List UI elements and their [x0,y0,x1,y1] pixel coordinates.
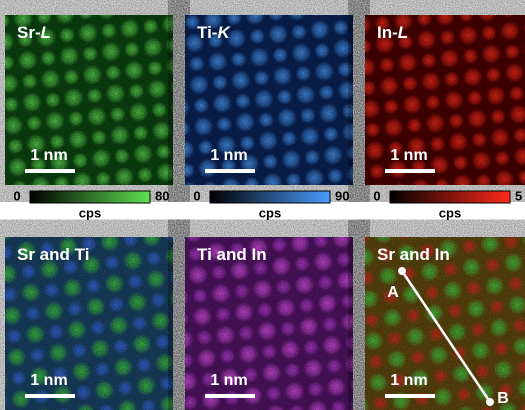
colorbar: 0 80 cps [13,188,169,220]
scale-bar-label: 1 nm [390,372,427,389]
scale-bar-label: 1 nm [210,147,247,164]
element-name: Ti and In [197,245,267,264]
colorbar-max: 80 [155,188,169,203]
map-panel: Sr-L 1 nm [5,15,173,185]
profile-end [486,398,494,406]
line-name: K [217,23,231,42]
colorbar-unit: cps [259,205,281,220]
scale-bar-label: 1 nm [30,147,67,164]
colorbar: 0 5 cps [373,188,522,220]
colorbar: 0 90 cps [193,188,349,220]
colorbar-unit: cps [439,205,461,220]
map-panel: Sr and In 1 nm A B [365,237,525,410]
scale-bar [385,394,435,398]
panel-label: Ti and In [197,245,267,264]
colorbar-min: 0 [13,188,20,203]
scale-bar [25,394,75,398]
colorbar-min: 0 [373,188,380,203]
scale-bar-label: 1 nm [210,372,247,389]
scale-bar [205,169,255,173]
scale-bar [385,169,435,173]
colorbar-min: 0 [193,188,200,203]
line-name: L [398,23,408,42]
panel-label: Sr-L [17,23,51,42]
map-panel: Ti and In 1 nm [185,237,353,410]
element-name: Sr and In [377,245,450,264]
colorbar-max: 90 [335,188,349,203]
profile-start-label: A [387,284,399,301]
colorbar-bar [210,191,330,203]
element-name: Sr- [17,23,41,42]
map-panel: Ti-K 1 nm [185,15,353,185]
panel-label: Sr and In [377,245,450,264]
panel-label: In-L [377,23,408,42]
map-panel: Sr and Ti 1 nm [5,237,173,410]
element-name: Ti- [197,23,217,42]
profile-end [398,267,406,275]
scale-bar [205,394,255,398]
map-panel: In-L 1 nm [365,15,525,185]
colorbar-max: 5 [515,188,522,203]
scale-bar-label: 1 nm [30,372,67,389]
panel-label: Sr and Ti [17,245,89,264]
scale-bar [25,169,75,173]
element-name: Sr and Ti [17,245,89,264]
colorbar-unit: cps [79,205,101,220]
element-name: In- [377,23,398,42]
colorbar-bar [390,191,510,203]
line-name: L [41,23,51,42]
colorbar-bar [30,191,150,203]
profile-end-label: B [497,390,509,407]
scale-bar-label: 1 nm [390,147,427,164]
panel-label: Ti-K [197,23,231,42]
figure: Sr-L1 nm080cpsTi-K1 nm090cpsIn-L1 nm05cp… [0,0,525,410]
